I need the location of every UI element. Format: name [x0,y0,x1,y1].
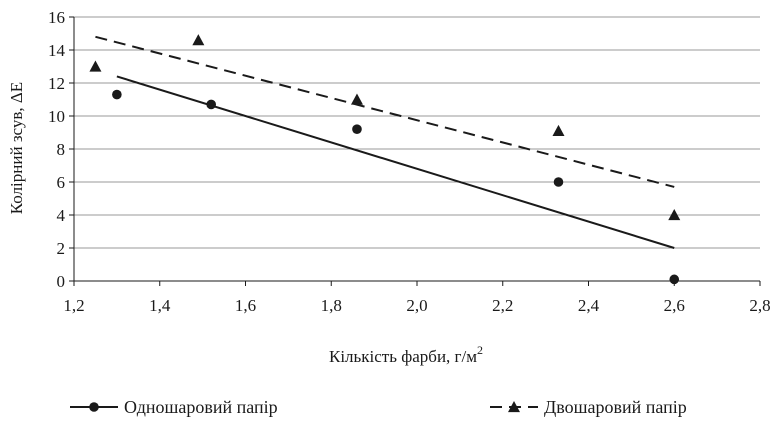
series-0 [112,75,680,285]
series-layer [89,34,681,285]
legend-item-1: Двошаровий папір [490,397,687,417]
y-tick-label-3: 6 [57,173,66,192]
data-point-series-0-4 [669,274,680,285]
x-tick-label-7: 2,6 [664,296,685,315]
x-tick-label-2: 1,6 [235,296,256,315]
x-tick-label-8: 2,8 [749,296,770,315]
data-point-series-1-1 [192,34,205,46]
axes [69,16,761,286]
x-tick-label-5: 2,2 [492,296,513,315]
y-tick-label-0: 0 [57,272,66,291]
trendline-series-1 [95,35,675,188]
y-tick-label-5: 10 [48,107,65,126]
data-point-series-0-1 [206,99,216,110]
data-point-series-1-0 [89,60,102,72]
data-point-series-1-3 [552,124,565,136]
x-tick-label-6: 2,4 [578,296,600,315]
data-point-series-0-0 [112,89,122,100]
x-axis-title-main: Кількість фарби, г/м [329,347,477,366]
x-tick-label-3: 1,8 [321,296,342,315]
x-axis-title-superscript: 2 [477,343,483,357]
y-tick-label-7: 14 [48,41,66,60]
legend-label-0: Одношаровий папір [124,397,278,417]
data-point-series-1-4 [668,209,681,221]
y-axis-title: Колірний зсув, ΔE [7,82,26,214]
series-1 [89,34,681,221]
y-tick-label-1: 2 [57,239,66,258]
legend-marker-1 [508,401,520,413]
x-tick-label-4: 2,0 [406,296,427,315]
y-tick-label-2: 4 [57,206,66,225]
x-tick-label-0: 1,2 [63,296,84,315]
y-tick-label-8: 16 [48,8,65,27]
y-tick-label-6: 12 [48,74,65,93]
legend-label-1: Двошаровий папір [544,397,687,417]
grid-lines [74,16,760,249]
y-tick-label-4: 8 [57,140,66,159]
data-point-series-1-2 [350,93,363,105]
x-tick-label-1: 1,4 [149,296,171,315]
x-axis-title: Кількість фарби, г/м2 [329,343,483,366]
legend: Одношаровий папір Двошаровий папір [70,397,687,417]
legend-marker-0 [89,402,99,412]
data-point-series-0-3 [553,177,564,187]
legend-item-0: Одношаровий папір [70,397,278,417]
data-point-series-0-2 [352,124,362,134]
trendline-series-0 [116,75,675,249]
tick-labels: 0 2 4 6 8 10 12 14 16 1,2 1,4 1,6 1,8 2,0 2,2 2,4 2,6 2,8 [48,8,771,315]
